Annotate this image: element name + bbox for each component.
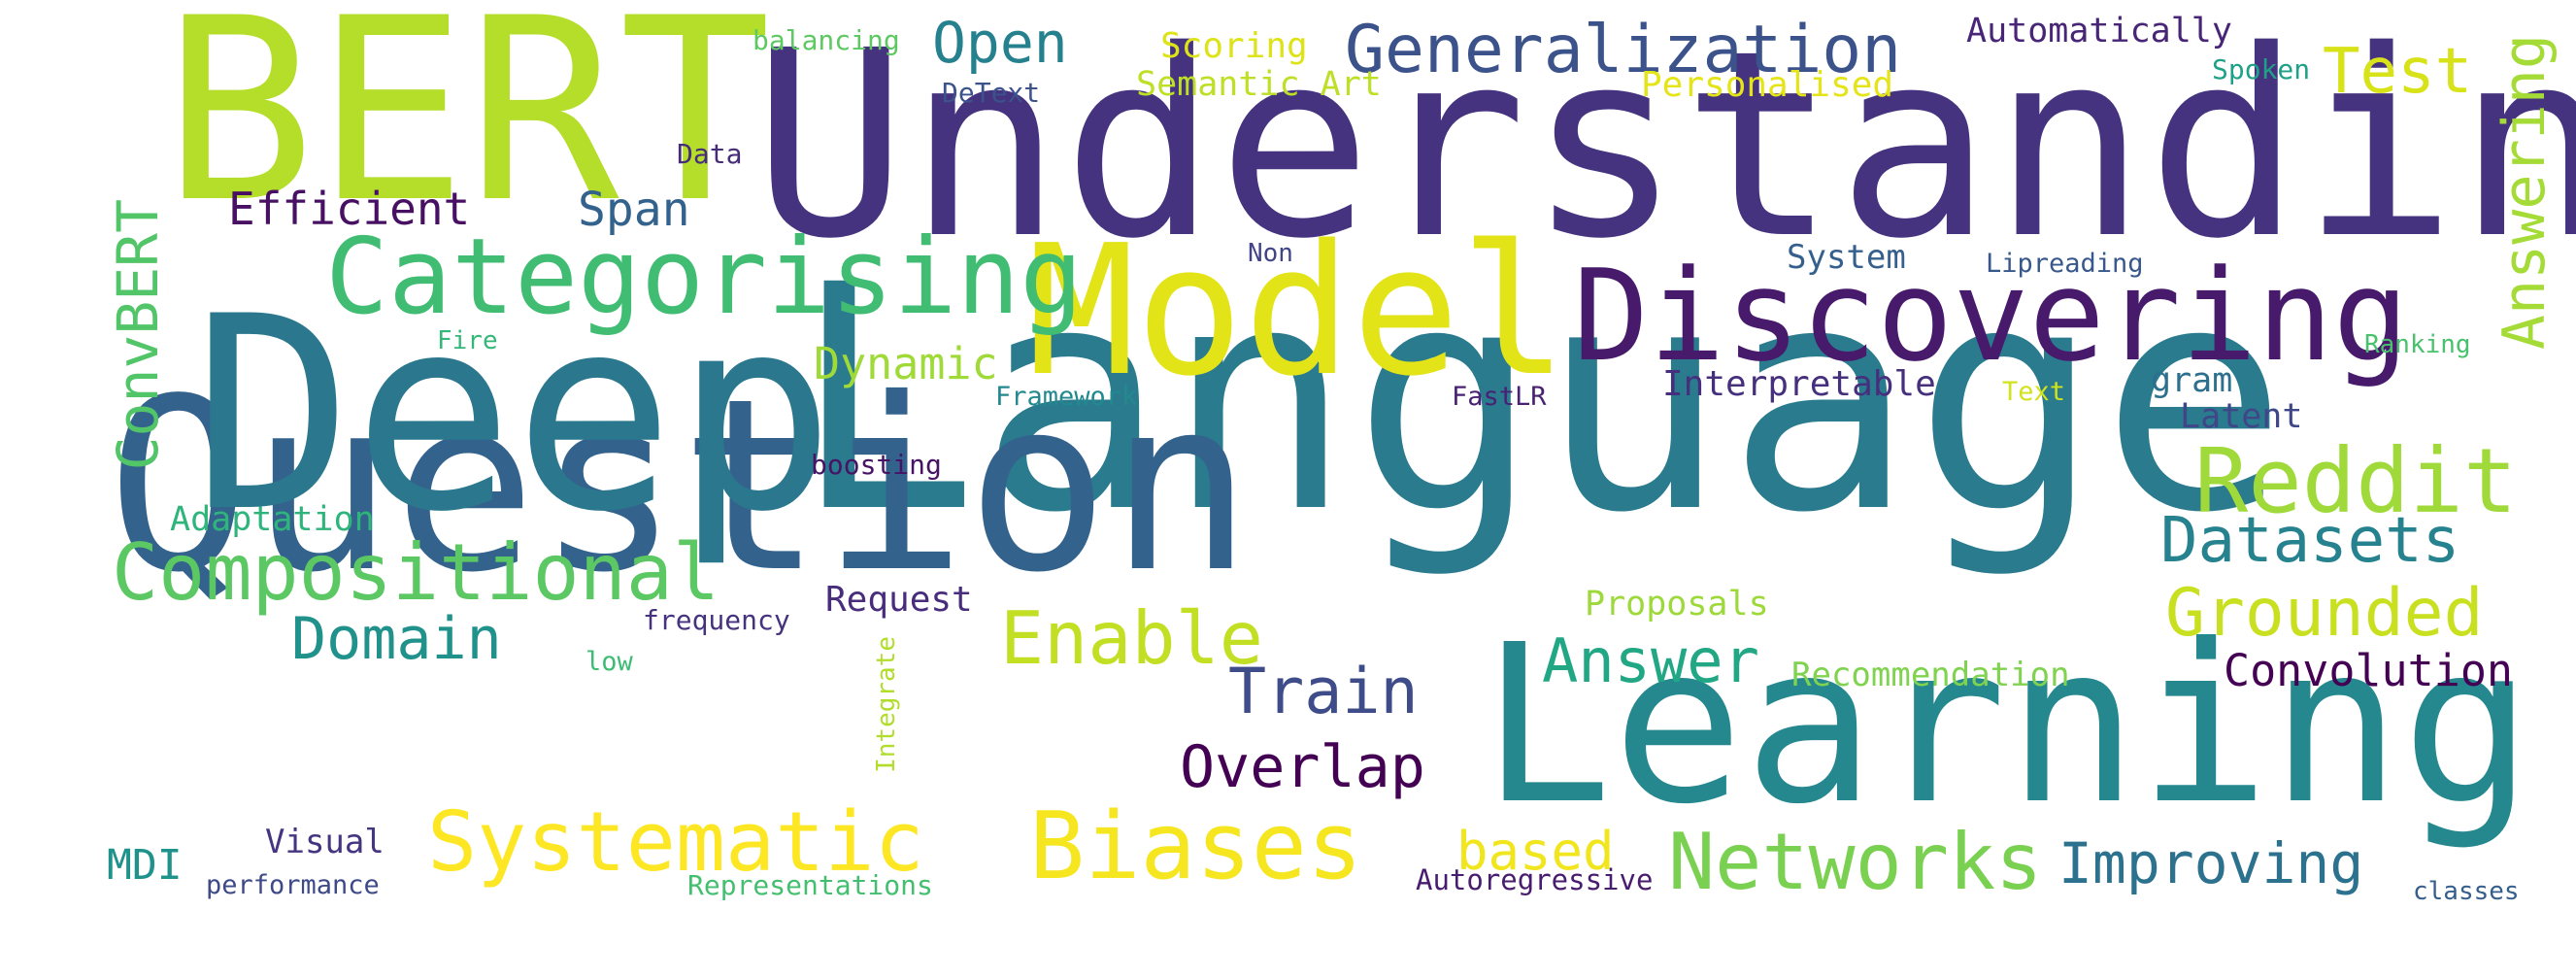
word-bert: BERT [163,0,772,258]
word-ranking: Ranking [2364,330,2471,359]
word-networks: Networks [1668,817,2043,907]
word-lipreading: Lipreading [1986,249,2144,279]
word-system: System [1787,238,1906,277]
word-test: Test [2323,36,2473,108]
word-semantic-art: Semantic Art [1136,65,1382,104]
word-model: Model [1027,206,1568,416]
word-request: Request [825,580,973,620]
word-domain: Domain [291,605,502,673]
word-span: Span [578,183,690,237]
word-convbert: ConvBERT [105,199,171,471]
word-proposals: Proposals [1585,585,1769,624]
word-frequency: frequency [643,604,790,636]
word-systematic: Systematic [427,794,924,891]
word-data: Data [677,138,743,170]
word-improving: Improving [2058,830,2364,896]
word-biases: Biases [1029,793,1363,900]
word-automatically: Automatically [1966,12,2232,51]
word-question: Question [107,348,1254,624]
word-understanding: Understanding [753,0,2576,295]
word-classes: classes [2413,877,2520,906]
word-open: Open [932,10,1068,76]
word-language: Language [791,219,2289,581]
word-discovering: Discovering [1573,242,2409,389]
word-learning: Learning [1481,598,2533,853]
word-representations: Representations [687,869,933,901]
word-scoring: Scoring [1160,26,1308,66]
word-latent: Latent [2180,397,2303,436]
word-interpretable: Interpretable [1662,364,1936,404]
word-compositional: Compositional [112,527,720,618]
word-generalization: Generalization [1345,12,1902,88]
word-convolution: Convolution [2224,645,2514,696]
word-mdi: MDI [107,841,183,890]
word-categorising: Categorising [325,217,1084,338]
word-gram: gram [2151,361,2233,400]
word-autoregressive: Autoregressive [1416,863,1654,896]
word-enable: Enable [1000,595,1263,681]
word-personalised: Personalised [1641,65,1894,105]
word-datasets: Datasets [2160,505,2460,577]
word-fire: Fire [437,326,498,355]
word-reddit: Reddit [2194,429,2518,533]
word-efficient: Efficient [228,183,471,235]
word-dynamic: Dynamic [814,338,998,389]
word-adaptation: Adaptation [170,500,375,539]
word-recommendation: Recommendation [1791,656,2070,694]
word-visual: Visual [265,823,385,861]
word-answer: Answer [1542,625,1759,696]
word-non: Non [1248,239,1293,268]
word-integrate: Integrate [872,636,901,773]
word-deep: Deep [192,259,836,570]
word-answering: Answering [2491,34,2559,351]
word-performance: performance [206,870,380,900]
word-text: Text [2002,377,2066,407]
word-overlap: Overlap [1180,733,1425,801]
word-balancing: balancing [753,24,900,56]
word-train: Train [1228,656,1419,728]
word-grounded: Grounded [2165,575,2484,652]
word-detext: DeText [942,77,1041,109]
word-boosting: boosting [811,449,942,481]
word-based: based [1456,821,1615,882]
word-spoken: Spoken [2212,53,2311,85]
word-framework: Framework [995,382,1138,412]
word-low: low [585,647,633,677]
word-fastlr: FastLR [1452,382,1547,412]
